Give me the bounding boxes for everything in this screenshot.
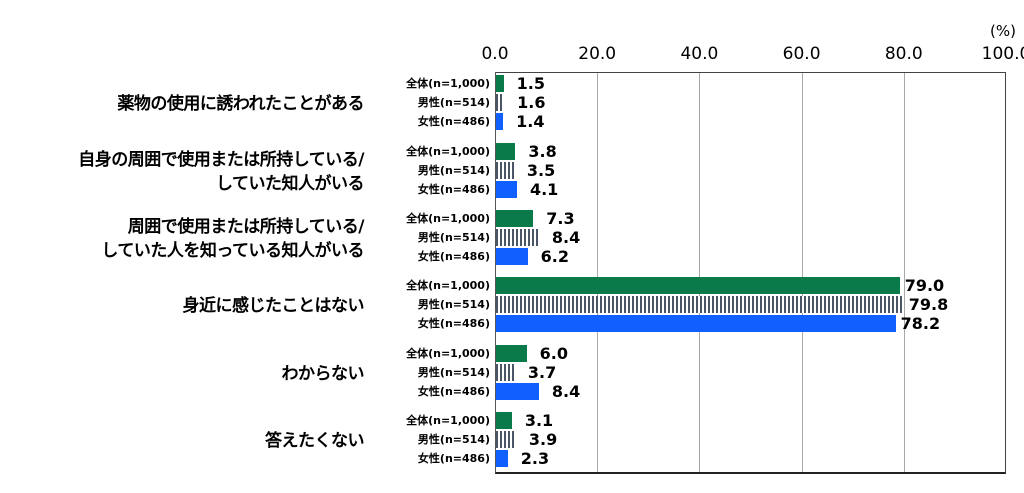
gridline (699, 73, 701, 472)
gridline (903, 73, 905, 472)
x-tick-label: 80.0 (884, 44, 923, 64)
bar (496, 94, 505, 111)
series-label: 男性(n=514) (417, 433, 490, 446)
gridline (597, 73, 599, 472)
value-label: 3.1 (524, 411, 554, 430)
bar (496, 431, 516, 448)
series-label: 全体(n=1,000) (406, 279, 490, 292)
x-tick-label: 100.0 (981, 44, 1024, 64)
value-label: 3.5 (526, 161, 556, 180)
value-label: 4.1 (529, 180, 559, 199)
gridline (801, 73, 803, 472)
unit-label: (%) (990, 22, 1016, 40)
category-label-line: していた知人がいる (216, 173, 364, 194)
x-tick-label: 40.0 (680, 44, 719, 64)
bar (496, 277, 900, 294)
value-label: 1.4 (516, 112, 545, 131)
bar (496, 296, 904, 313)
category-label-line: していた人を知っている知人がいる (101, 240, 364, 261)
series-label: 全体(n=1,000) (406, 145, 490, 158)
bar (496, 181, 517, 198)
value-label: 7.3 (546, 209, 575, 228)
category-label: 身近に感じたことはない (183, 294, 365, 318)
value-label: 6.2 (540, 247, 570, 266)
value-label: 1.6 (517, 93, 546, 112)
series-label: 全体(n=1,000) (406, 77, 490, 90)
series-label: 全体(n=1,000) (406, 414, 490, 427)
value-label: 79.8 (908, 295, 949, 314)
series-label: 男性(n=514) (417, 366, 490, 379)
x-tick-label: 20.0 (578, 44, 617, 64)
bar (496, 162, 514, 179)
category-label-line: わからない (281, 363, 365, 384)
series-label: 男性(n=514) (417, 164, 490, 177)
bar (496, 345, 527, 362)
value-label: 8.4 (551, 382, 581, 401)
plot-area (495, 72, 1006, 474)
series-label: 男性(n=514) (417, 231, 490, 244)
bar (496, 383, 539, 400)
series-label: 女性(n=486) (417, 452, 490, 465)
bar (496, 229, 539, 246)
value-label: 8.4 (551, 228, 581, 247)
bar (496, 210, 534, 227)
category-label-line: 薬物の使用に誘われたことがある (117, 93, 364, 114)
series-label: 女性(n=486) (417, 317, 490, 330)
series-label: 女性(n=486) (417, 115, 490, 128)
bar (496, 248, 528, 265)
series-label: 全体(n=1,000) (406, 347, 490, 360)
bar (496, 113, 504, 130)
x-tick-label: 0.0 (481, 44, 509, 64)
series-label: 全体(n=1,000) (406, 212, 490, 225)
bar (496, 143, 516, 160)
bar (496, 315, 896, 332)
value-label: 2.3 (520, 449, 550, 468)
category-label: 答えたくない (265, 429, 365, 453)
category-label: 薬物の使用に誘われたことがある (117, 92, 364, 116)
series-label: 女性(n=486) (417, 385, 490, 398)
value-label: 78.2 (900, 314, 941, 333)
category-label-line: 自身の周囲で使用または所持している/ (78, 149, 364, 170)
series-label: 女性(n=486) (417, 183, 490, 196)
category-label: 自身の周囲で使用または所持している/していた知人がいる (78, 148, 364, 196)
value-label: 1.5 (516, 74, 545, 93)
value-label: 79.0 (904, 276, 945, 295)
category-label: 周囲で使用または所持している/していた人を知っている知人がいる (101, 215, 364, 263)
value-label: 6.0 (539, 344, 568, 363)
value-label: 3.8 (528, 142, 557, 161)
value-label: 3.9 (528, 430, 558, 449)
bar (496, 412, 512, 429)
bar (496, 450, 508, 467)
series-label: 女性(n=486) (417, 250, 490, 263)
series-label: 男性(n=514) (417, 96, 490, 109)
category-label-line: 答えたくない (265, 430, 365, 451)
x-tick-label: 60.0 (782, 44, 821, 64)
series-label: 男性(n=514) (417, 298, 490, 311)
category-label: わからない (282, 362, 365, 386)
bar (496, 75, 504, 92)
category-label-line: 身近に感じたことはない (182, 295, 365, 316)
value-label: 3.7 (527, 363, 557, 382)
category-label-line: 周囲で使用または所持している/ (127, 216, 365, 237)
bar (496, 364, 515, 381)
